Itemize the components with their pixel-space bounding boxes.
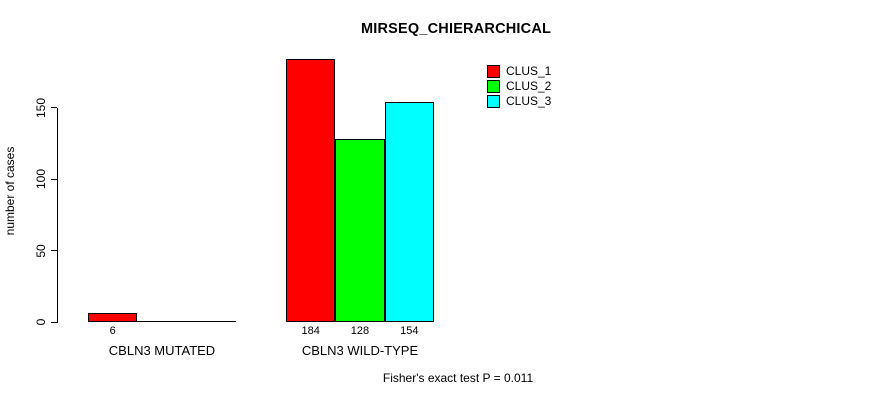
- y-tick: [51, 107, 57, 109]
- bar-value-label: 154: [400, 325, 419, 337]
- legend-swatch-clus_1: [487, 64, 500, 78]
- legend-label: CLUS_3: [506, 94, 552, 108]
- bar-value-label: 128: [350, 325, 370, 337]
- y-axis-line: [57, 108, 58, 323]
- bar-clus_1-wildtype: [286, 59, 336, 322]
- bar-clus_3-wildtype: [384, 102, 434, 322]
- y-tick: [51, 321, 57, 323]
- legend: CLUS_1 CLUS_2 CLUS_3: [487, 64, 552, 108]
- bar-value-label: 184: [301, 325, 320, 337]
- category-label: CBLN3 MUTATED: [108, 343, 216, 358]
- zero-height-bar: [137, 321, 187, 322]
- category-label: CBLN3 WILD-TYPE: [301, 343, 419, 358]
- bar-clus_2-wildtype: [335, 139, 385, 322]
- bar-clus_1-mutated: [88, 313, 138, 322]
- y-tick: [51, 250, 57, 252]
- legend-label: CLUS_2: [506, 79, 552, 93]
- legend-row: CLUS_2: [487, 79, 552, 93]
- legend-swatch-clus_3: [487, 94, 500, 108]
- y-tick-label: 50: [34, 243, 48, 258]
- zero-height-bar: [186, 321, 236, 322]
- legend-swatch-clus_2: [487, 79, 500, 93]
- y-tick: [51, 178, 57, 180]
- legend-row: CLUS_1: [487, 64, 552, 78]
- y-tick-label: 0: [34, 318, 48, 326]
- bar-value-label: 6: [109, 325, 116, 337]
- legend-label: CLUS_1: [506, 64, 552, 78]
- footnote: Fisher's exact test P = 0.011: [382, 371, 534, 385]
- chart-title: MIRSEQ_CHIERARCHICAL: [360, 21, 552, 37]
- y-tick-label: 100: [34, 169, 48, 190]
- legend-row: CLUS_3: [487, 94, 552, 108]
- y-tick-label: 150: [34, 97, 48, 118]
